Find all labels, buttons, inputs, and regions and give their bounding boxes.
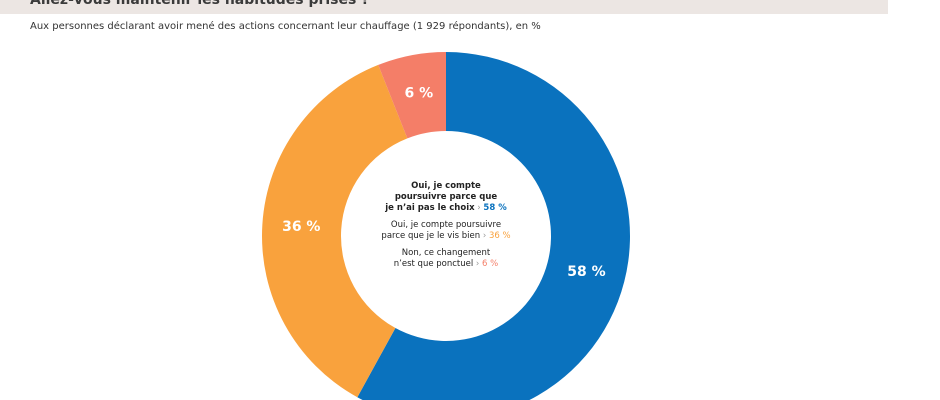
chart-subtitle: Aux personnes déclarant avoir mené des a…	[30, 21, 541, 32]
slice-label-pas-le-choix: 58 %	[567, 264, 605, 280]
legend-value-vis-bien: 36 %	[489, 231, 511, 241]
slice-pas-le-choix	[357, 52, 630, 400]
header-bar: Allez-vous maintenir les habitudes prise…	[0, 0, 888, 14]
legend-line-pas-le-choix: je n’ai pas le choix › 58 %	[384, 203, 507, 213]
slice-labels: 58 % 36 % 6 %	[282, 86, 606, 280]
legend-value-ponctuel: 6 %	[482, 259, 498, 269]
legend-line-vis-bien: Oui, je compte poursuivre	[391, 220, 501, 230]
slice-label-ponctuel: 6 %	[405, 86, 434, 102]
legend-line-pas-le-choix: Oui, je compte	[411, 181, 481, 191]
legend-line-pas-le-choix: poursuivre parce que	[395, 192, 498, 202]
legend-value-pas-le-choix: 58 %	[483, 203, 507, 213]
legend-line-vis-bien: parce que je le vis bien › 36 %	[381, 231, 510, 241]
chart-title: Allez-vous maintenir les habitudes prise…	[30, 0, 370, 8]
legend-line-ponctuel: n’est que ponctuel › 6 %	[394, 259, 498, 269]
donut-slices	[262, 52, 630, 400]
legend-line-ponctuel: Non, ce changement	[402, 248, 491, 258]
slice-ponctuel	[378, 52, 446, 139]
slice-vis-bien	[262, 64, 408, 398]
slice-label-vis-bien: 36 %	[282, 219, 320, 235]
